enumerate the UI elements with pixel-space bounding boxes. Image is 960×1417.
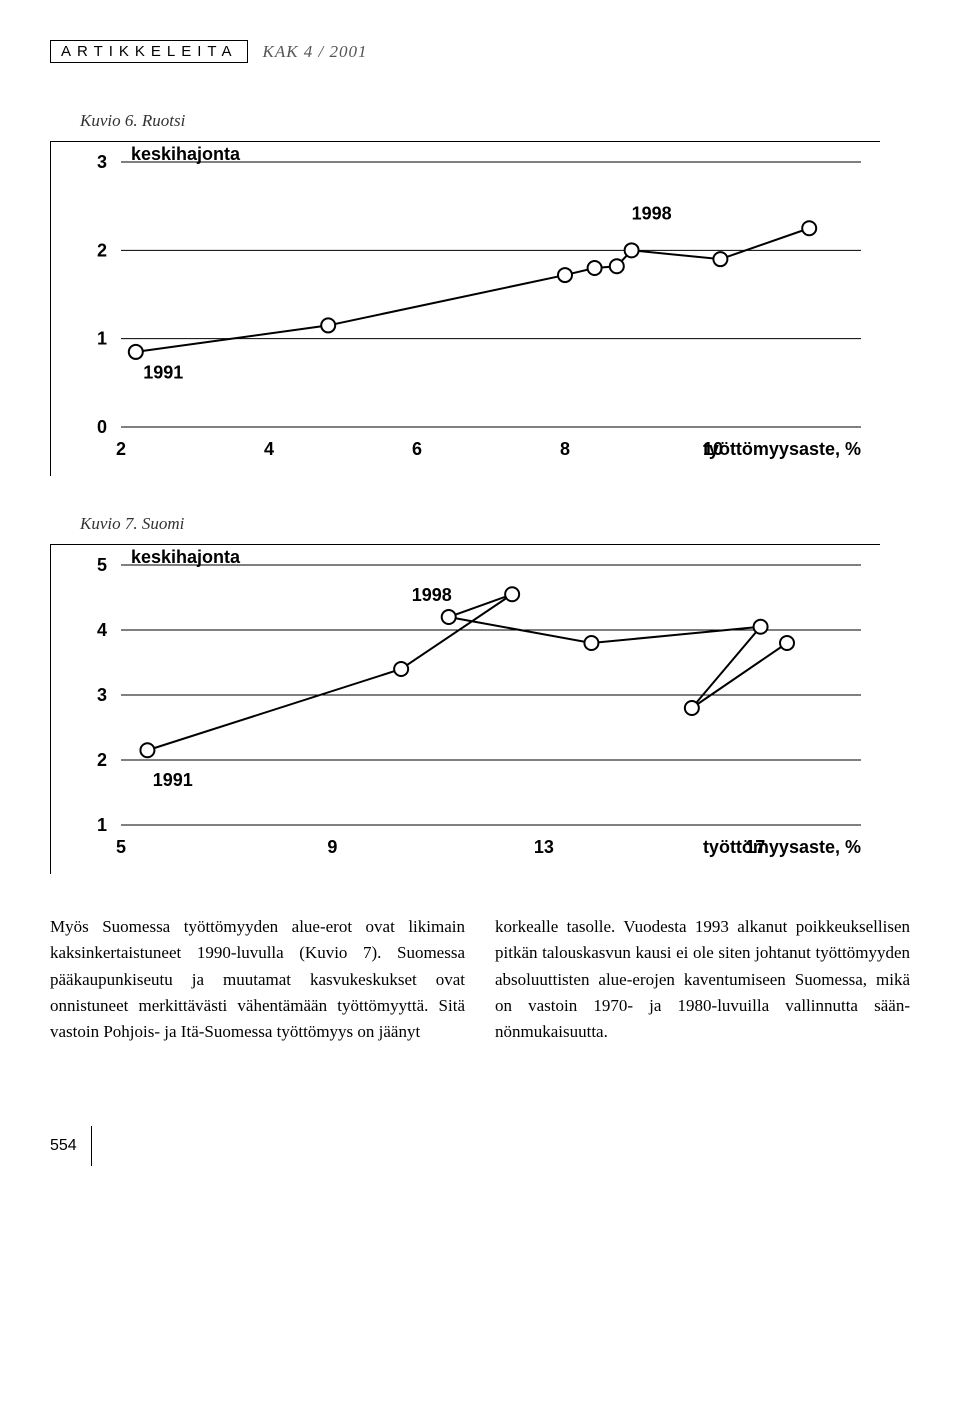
issue-label: KAK 4 / 2001 xyxy=(262,42,367,62)
svg-text:1998: 1998 xyxy=(632,203,672,223)
svg-text:keskihajonta: keskihajonta xyxy=(131,144,241,164)
svg-text:4: 4 xyxy=(264,439,274,459)
svg-text:työttömyysaste, %: työttömyysaste, % xyxy=(703,837,861,857)
chart2-svg: 12345591317keskihajontatyöttömyysaste, %… xyxy=(51,545,881,875)
section-label: ARTIKKELEITA xyxy=(50,40,248,63)
body-col1: Myös Suomessa työttömyyden alue-erot ova… xyxy=(50,914,465,1046)
chart2-frame: 12345591317keskihajontatyöttömyysaste, %… xyxy=(50,544,880,874)
svg-text:2: 2 xyxy=(116,439,126,459)
svg-text:1998: 1998 xyxy=(412,585,452,605)
svg-text:6: 6 xyxy=(412,439,422,459)
page-number-divider xyxy=(91,1126,92,1166)
svg-text:1991: 1991 xyxy=(153,770,193,790)
svg-text:4: 4 xyxy=(97,620,107,640)
page-number-value: 554 xyxy=(50,1137,77,1155)
svg-text:3: 3 xyxy=(97,685,107,705)
body-col2: korkealle tasolle. Vuodesta 1993 alkanut… xyxy=(495,914,910,1046)
svg-text:1: 1 xyxy=(97,815,107,835)
chart1-caption: Kuvio 6. Ruotsi xyxy=(80,111,910,131)
chart1-svg: 0123246810keskihajontatyöttömyysaste, %1… xyxy=(51,142,881,477)
svg-text:8: 8 xyxy=(560,439,570,459)
svg-text:3: 3 xyxy=(97,152,107,172)
svg-text:työttömyysaste, %: työttömyysaste, % xyxy=(703,439,861,459)
svg-text:2: 2 xyxy=(97,240,107,260)
svg-text:13: 13 xyxy=(534,837,554,857)
page-number: 554 xyxy=(50,1126,910,1166)
svg-text:0: 0 xyxy=(97,417,107,437)
svg-text:2: 2 xyxy=(97,750,107,770)
chart2-caption: Kuvio 7. Suomi xyxy=(80,514,910,534)
page-header: ARTIKKELEITA KAK 4 / 2001 xyxy=(50,40,910,63)
svg-text:1991: 1991 xyxy=(143,362,183,382)
body-text: Myös Suomessa työttömyyden alue-erot ova… xyxy=(50,914,910,1046)
svg-text:5: 5 xyxy=(97,555,107,575)
svg-text:9: 9 xyxy=(327,837,337,857)
svg-text:1: 1 xyxy=(97,329,107,349)
chart1-frame: 0123246810keskihajontatyöttömyysaste, %1… xyxy=(50,141,880,476)
svg-text:5: 5 xyxy=(116,837,126,857)
svg-text:keskihajonta: keskihajonta xyxy=(131,547,241,567)
